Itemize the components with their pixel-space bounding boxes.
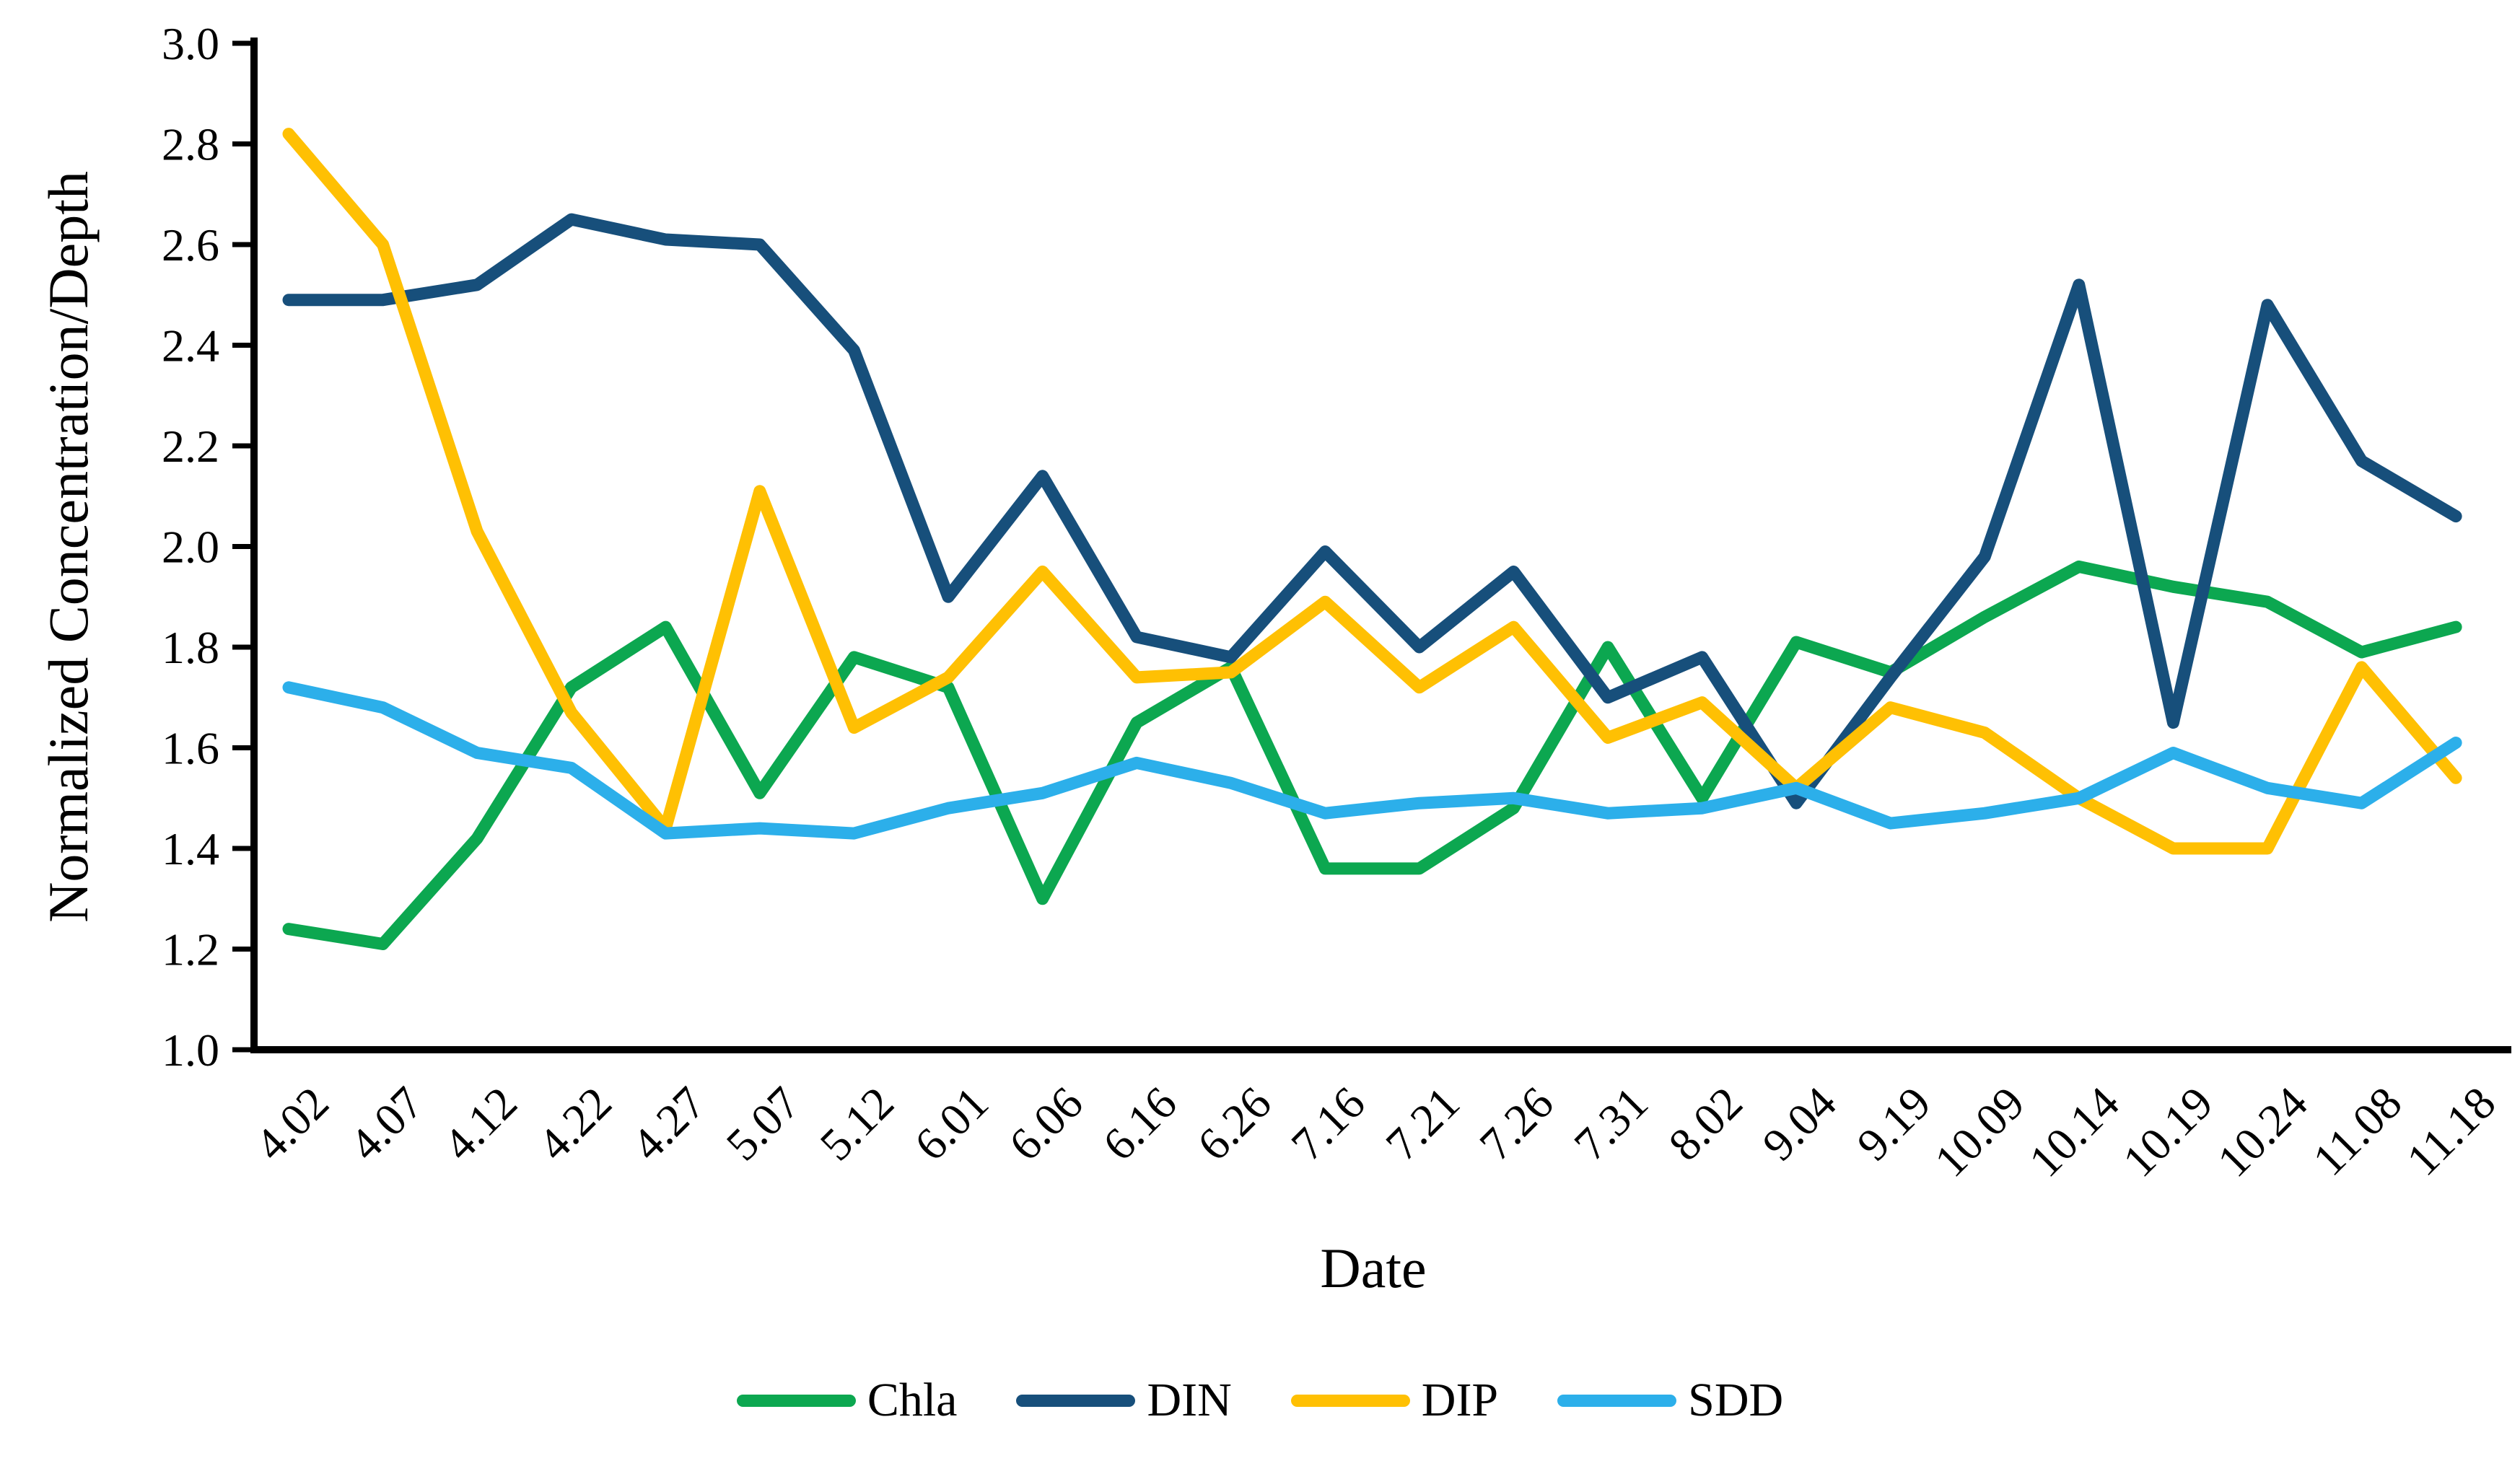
legend-swatch-din	[1016, 1394, 1136, 1407]
y-tick-label: 2.2	[162, 421, 219, 472]
legend-swatch-sdd	[1557, 1394, 1677, 1407]
legend-item-dip: DIP	[1290, 1374, 1499, 1426]
y-tick-label: 2.0	[162, 522, 219, 573]
y-tick-label: 1.2	[162, 924, 219, 975]
series-line-din	[282, 213, 2462, 809]
legend-label-chla: Chla	[867, 1374, 958, 1426]
legend-item-sdd: SDD	[1557, 1377, 1783, 1424]
y-tick-label: 2.4	[162, 320, 219, 372]
legend-item-chla: Chla	[736, 1374, 958, 1426]
legend-item-din: DIN	[1016, 1374, 1232, 1426]
y-tick-label: 1.6	[162, 723, 219, 774]
y-tick-label: 1.4	[162, 823, 219, 874]
y-tick-label: 3.0	[162, 18, 219, 69]
x-axis-title: Date	[1320, 1237, 1427, 1299]
legend-swatch-dip	[1290, 1394, 1410, 1407]
y-tick-label: 2.8	[162, 119, 219, 170]
series-line-dip	[282, 128, 2462, 855]
legend-label-dip: DIP	[1421, 1374, 1499, 1426]
y-tick-label: 1.8	[162, 622, 219, 673]
y-axis-title: Normalized Concentration/Depth	[37, 171, 100, 923]
series-line-chla	[282, 560, 2462, 950]
legend-swatch-chla	[736, 1394, 856, 1407]
y-tick-label: 1.0	[162, 1024, 219, 1076]
legend-label-din: DIN	[1147, 1374, 1232, 1426]
y-tick-label: 2.6	[162, 219, 219, 271]
series-lines	[282, 128, 2462, 950]
chart-legend: Chla DIN DIP SDD	[0, 1377, 2520, 1424]
series-line-sdd	[282, 681, 2462, 840]
y-axis-tick-labels: 1.0 1.2 1.4 1.6 1.8 2.0 2.2 2.4 2.6 2.8 3.0	[162, 18, 219, 1076]
legend-label-sdd: SDD	[1688, 1374, 1784, 1426]
axis-lines	[250, 38, 2511, 1053]
